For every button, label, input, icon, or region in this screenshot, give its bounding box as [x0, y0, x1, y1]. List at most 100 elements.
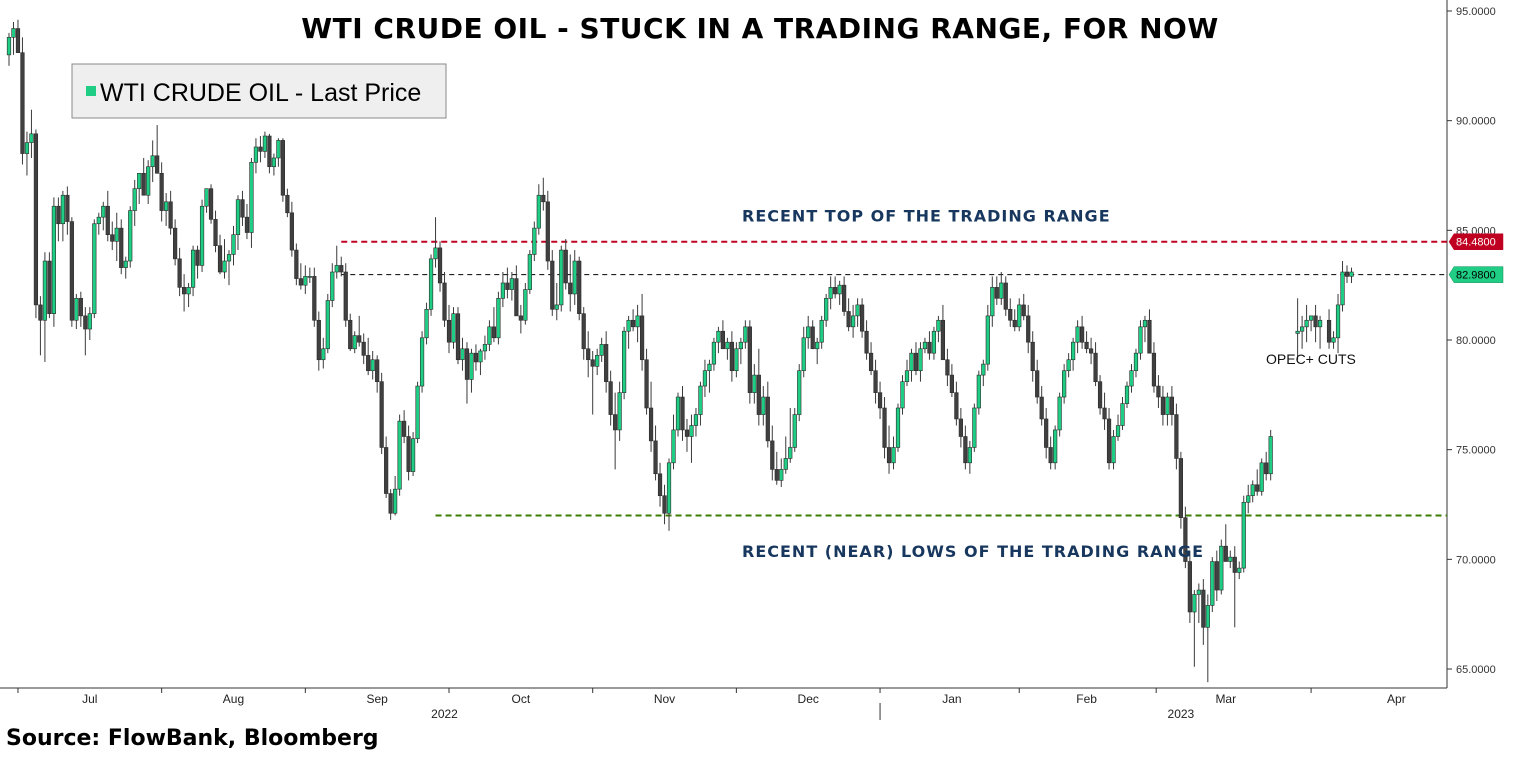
- candle-body: [1030, 341, 1035, 372]
- candle-body: [276, 140, 281, 159]
- candle-body: [895, 407, 901, 448]
- candle-body: [1080, 326, 1085, 343]
- candle-body: [653, 440, 658, 475]
- candle-body: [604, 344, 609, 382]
- candle-body: [1300, 326, 1305, 332]
- candle-body: [51, 205, 56, 314]
- candle-body: [1304, 319, 1309, 328]
- candle-body: [375, 359, 380, 382]
- candle-body: [500, 282, 505, 299]
- candle-body: [532, 227, 537, 255]
- candle-body: [123, 260, 128, 268]
- price-tag-label: 84.4800: [1456, 237, 1496, 249]
- candle-body: [940, 319, 946, 361]
- candle-body: [1223, 545, 1228, 562]
- candle-body: [1012, 319, 1017, 328]
- candle-body: [680, 396, 685, 431]
- candle-body: [361, 341, 366, 356]
- candle-body: [1102, 407, 1107, 420]
- candle-body: [110, 234, 115, 242]
- candle-body: [1017, 304, 1022, 328]
- candle-body: [900, 381, 905, 409]
- candle-body: [716, 330, 721, 343]
- candle-body: [1084, 341, 1089, 350]
- legend-label: WTI CRUDE OIL - Last Price: [100, 79, 421, 107]
- candle-body: [689, 425, 694, 437]
- candle-body: [639, 315, 645, 361]
- candle-body: [1151, 352, 1157, 387]
- candle-body: [1331, 337, 1336, 343]
- candle-body: [1115, 425, 1121, 437]
- candle-body: [1097, 381, 1103, 409]
- candle-body: [1088, 348, 1094, 354]
- candle-body: [913, 352, 919, 372]
- y-tick-label: 90.0000: [1456, 116, 1496, 128]
- candle-body: [38, 304, 43, 321]
- candle-body: [428, 258, 434, 310]
- candle-body: [146, 166, 151, 196]
- candle-body: [1210, 561, 1215, 606]
- candle-body: [271, 157, 277, 168]
- candle-body: [1295, 330, 1300, 334]
- candle-body: [334, 265, 339, 273]
- price-tag: [1448, 266, 1504, 283]
- candle-body: [1214, 561, 1219, 591]
- candle-body: [379, 381, 384, 448]
- candle-body: [738, 341, 743, 350]
- candle-body: [393, 488, 398, 514]
- candle-body: [119, 227, 124, 268]
- candle-body: [806, 326, 811, 339]
- candle-body: [1021, 304, 1026, 317]
- candle-body: [675, 396, 681, 431]
- candle-body: [164, 201, 169, 211]
- candle-body: [1232, 556, 1237, 573]
- candle-body: [348, 319, 353, 350]
- candle-body: [1120, 403, 1125, 426]
- candle-body: [707, 363, 712, 372]
- candle-body: [1142, 319, 1148, 328]
- candle-body: [801, 337, 806, 372]
- candle-body: [1003, 282, 1008, 310]
- candle-body: [78, 298, 83, 317]
- annotation-text: RECENT (NEAR) LOWS OF THE TRADING RANGE: [742, 542, 1204, 561]
- candle-body: [303, 276, 308, 286]
- candle-body: [514, 278, 519, 317]
- candle-body: [442, 282, 447, 321]
- candle-body: [235, 199, 241, 236]
- candle-body: [617, 392, 622, 431]
- candle-body: [33, 133, 39, 306]
- candle-body: [873, 370, 878, 393]
- candle-body: [496, 298, 501, 339]
- candle-body: [47, 260, 52, 314]
- candle-body: [720, 330, 725, 350]
- candle-body: [927, 341, 932, 354]
- candle-body: [1044, 418, 1049, 448]
- candle-body: [1192, 594, 1197, 613]
- candle-body: [6, 37, 12, 56]
- candle-body: [15, 28, 21, 53]
- candle-body: [949, 374, 954, 393]
- candle-body: [20, 52, 25, 154]
- candle-body: [137, 173, 142, 189]
- candle-body: [298, 278, 303, 286]
- x-year-label: 2022: [431, 707, 458, 721]
- candle-body: [222, 260, 227, 273]
- candle-body: [734, 348, 739, 372]
- candle-body: [859, 304, 865, 332]
- candle-body: [132, 188, 137, 211]
- candle-body: [644, 359, 649, 409]
- candle-body: [1178, 458, 1183, 518]
- candle-body: [325, 300, 330, 350]
- candle-body: [402, 420, 407, 437]
- candle-body: [437, 247, 443, 284]
- candle-body: [577, 260, 582, 314]
- x-month-label: Dec: [798, 692, 819, 706]
- candle-body: [312, 276, 317, 321]
- y-tick-label: 70.0000: [1456, 554, 1496, 566]
- candle-body: [339, 265, 344, 273]
- x-month-label: Apr: [1387, 692, 1406, 706]
- x-month-label: Feb: [1076, 692, 1097, 706]
- candle-body: [455, 313, 461, 361]
- candle-body: [294, 249, 299, 279]
- candle-body: [581, 313, 586, 350]
